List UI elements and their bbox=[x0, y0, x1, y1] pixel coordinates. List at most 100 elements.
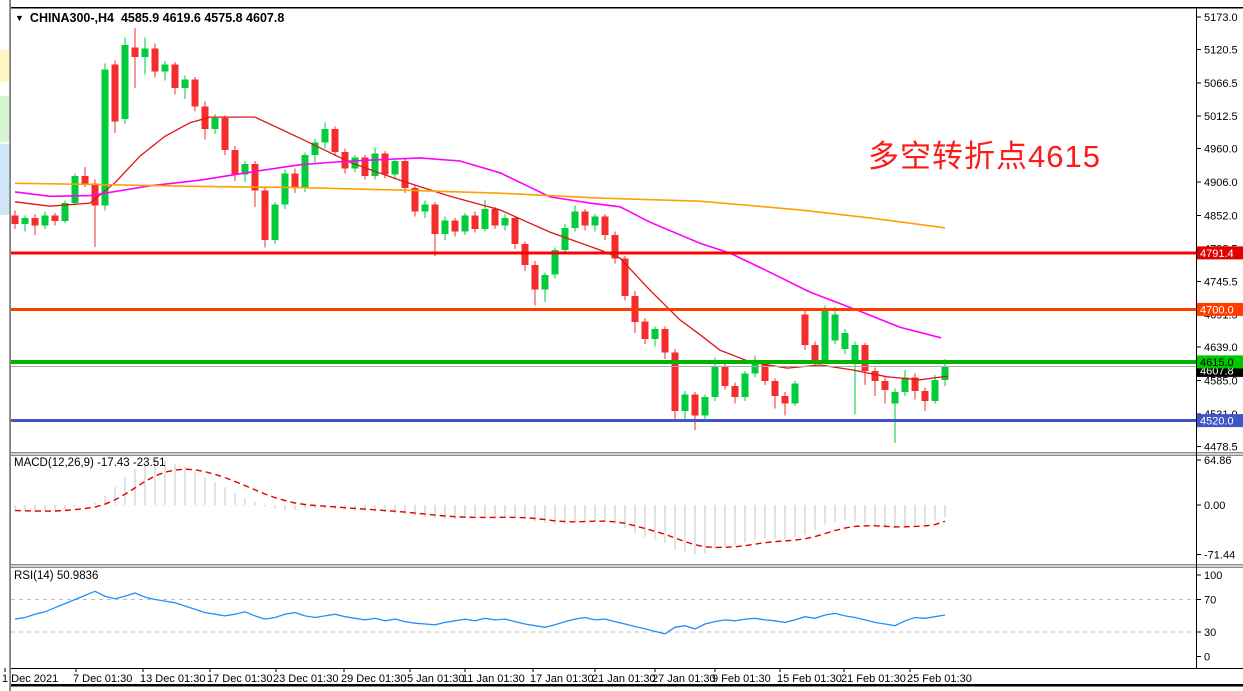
adjacent-window-edge bbox=[0, 0, 10, 691]
candle-body bbox=[771, 381, 779, 396]
annotation-text[interactable]: 多空转折点4615 bbox=[868, 139, 1101, 174]
candle-body bbox=[841, 332, 849, 349]
candle-body bbox=[851, 345, 859, 360]
candle-body bbox=[681, 394, 689, 411]
candle-body bbox=[871, 371, 879, 382]
time-tick-label: 21 Feb 01:30 bbox=[841, 673, 906, 685]
candle-body bbox=[141, 48, 149, 58]
time-tick-label: 5 Jan 01:30 bbox=[407, 673, 465, 685]
candle-body bbox=[471, 215, 479, 229]
time-tick-label: 29 Dec 01:30 bbox=[341, 673, 406, 685]
candle-body bbox=[201, 106, 209, 129]
level-badge-4791.4 bbox=[1197, 246, 1243, 260]
candle-body bbox=[731, 386, 739, 398]
candle-body bbox=[861, 345, 869, 372]
candle-body bbox=[671, 352, 679, 411]
candle-body bbox=[301, 154, 309, 189]
candle-body bbox=[831, 314, 839, 341]
candle-body bbox=[21, 217, 29, 225]
axis-tick-label: 4585.0 bbox=[1204, 376, 1238, 388]
candle-body bbox=[371, 153, 379, 176]
axis-tick-label: 64.86 bbox=[1204, 455, 1232, 467]
axis-tick-label: 5173.0 bbox=[1204, 12, 1238, 24]
candle-body bbox=[621, 258, 629, 296]
axis-tick-label: 4639.0 bbox=[1204, 342, 1238, 354]
axis-tick-label: 30 bbox=[1204, 627, 1216, 639]
candle-body bbox=[211, 117, 219, 129]
axis-tick-label: 100 bbox=[1204, 570, 1222, 582]
candle-body bbox=[561, 227, 569, 251]
candle-body bbox=[901, 377, 909, 393]
time-tick-label: 27 Jan 01:30 bbox=[652, 673, 716, 685]
candle-body bbox=[651, 329, 659, 340]
time-tick-label: 17 Jan 01:30 bbox=[530, 673, 594, 685]
candle-body bbox=[351, 157, 359, 169]
panel-splitter[interactable] bbox=[11, 452, 1243, 456]
candle-body bbox=[821, 310, 829, 362]
candle-body bbox=[601, 216, 609, 236]
ohlc-readout: 4585.9 4619.6 4575.8 4607.8 bbox=[120, 11, 285, 25]
candle-body bbox=[261, 190, 269, 241]
candle-body bbox=[741, 373, 749, 398]
collapse-icon[interactable]: ▼ bbox=[15, 13, 24, 23]
candle-body bbox=[171, 64, 179, 89]
axis-tick-label: 4745.5 bbox=[1204, 276, 1238, 288]
candle-body bbox=[541, 274, 549, 290]
time-tick-label: 9 Feb 01:30 bbox=[712, 673, 771, 685]
candle-body bbox=[761, 363, 769, 382]
candle-body bbox=[491, 209, 499, 226]
time-tick-label: 23 Dec 01:30 bbox=[273, 673, 338, 685]
candle-body bbox=[321, 128, 329, 143]
candle-body bbox=[31, 217, 39, 226]
candle-body bbox=[411, 188, 419, 212]
axis-tick-label: 70 bbox=[1204, 595, 1216, 607]
candle-body bbox=[611, 235, 619, 259]
candle-body bbox=[701, 397, 709, 416]
candle-body bbox=[101, 69, 109, 206]
candle-body bbox=[591, 216, 599, 226]
candle-body bbox=[421, 204, 429, 212]
candle-body bbox=[11, 215, 19, 225]
candle-body bbox=[941, 366, 949, 380]
candle-body bbox=[221, 117, 229, 150]
strip-segment bbox=[0, 50, 9, 82]
candle-body bbox=[111, 64, 119, 122]
candle-body bbox=[721, 366, 729, 387]
candle-body bbox=[311, 142, 319, 155]
panel-splitter[interactable] bbox=[11, 564, 1243, 568]
candle-body bbox=[511, 217, 519, 244]
axis-tick-label: 4960.0 bbox=[1204, 144, 1238, 156]
ma-slow-orange bbox=[14, 182, 946, 229]
candle-body bbox=[481, 209, 489, 229]
axis-tick-label: 0.00 bbox=[1204, 500, 1225, 512]
candle-body bbox=[801, 314, 809, 346]
candle-body bbox=[461, 215, 469, 232]
candle-body bbox=[781, 395, 789, 404]
candle-body bbox=[751, 363, 759, 374]
candle-body bbox=[181, 79, 189, 89]
chart-title: ▼ CHINA300-,H4 4585.9 4619.6 4575.8 4607.… bbox=[15, 11, 284, 25]
candle-body bbox=[711, 366, 719, 398]
level-badge-4520-label: 4520.0 bbox=[1200, 416, 1234, 428]
candle-body bbox=[151, 48, 159, 72]
window-bottom-border bbox=[11, 684, 1243, 687]
candle-body bbox=[571, 211, 579, 228]
candle-body bbox=[61, 203, 69, 221]
candle-body bbox=[551, 250, 559, 275]
strip-segment bbox=[0, 96, 9, 142]
candle-body bbox=[441, 220, 449, 234]
candle-body bbox=[451, 220, 459, 232]
candle-body bbox=[661, 329, 669, 353]
candle-body bbox=[361, 157, 369, 176]
level-badge-4615 bbox=[1197, 355, 1243, 369]
candle-body bbox=[931, 379, 939, 401]
axis-tick-label: -71.44 bbox=[1204, 550, 1235, 562]
rsi-line bbox=[14, 590, 946, 635]
candle-body bbox=[231, 149, 239, 175]
symbol-timeframe: CHINA300-,H4 bbox=[29, 11, 114, 25]
candle-body bbox=[281, 173, 289, 205]
candle-body bbox=[921, 391, 929, 401]
candle-body bbox=[191, 79, 199, 107]
candle-body bbox=[531, 264, 539, 290]
